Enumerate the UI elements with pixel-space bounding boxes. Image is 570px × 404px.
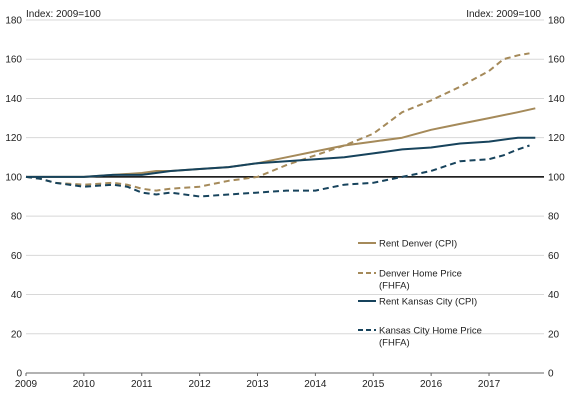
left-tick-label: 20 [11, 329, 23, 340]
right-tick-label: 100 [548, 172, 565, 183]
right-tick-label: 180 [548, 16, 565, 27]
right-axis-label: Index: 2009=100 [466, 9, 541, 20]
left-tick-label: 120 [5, 133, 22, 144]
series-line-2 [26, 136, 536, 178]
right-tick-label: 60 [548, 251, 560, 262]
left-tick-label: 40 [11, 290, 23, 301]
x-tick-label: 2014 [304, 379, 327, 390]
series-line-3 [25, 144, 530, 198]
left-tick-label: 100 [5, 172, 22, 183]
legend-label: Denver Home Price [379, 269, 462, 280]
x-tick-label: 2013 [246, 379, 269, 390]
left-axis-label: Index: 2009=100 [26, 9, 101, 20]
grid-lines [26, 19, 544, 335]
x-tick-label: 2011 [131, 379, 153, 390]
legend-label: Rent Kansas City (CPI) [379, 297, 477, 308]
series-line-1 [25, 52, 530, 192]
legend-label: (FHFA) [379, 281, 410, 292]
x-tick-label: 2010 [73, 379, 96, 390]
x-axis-ticks: 2009 2010 2011 2012 2013 2014 2015 2016 2017 [15, 373, 501, 390]
legend-label: (FHFA) [379, 338, 410, 349]
left-tick-label: 160 [5, 55, 22, 66]
legend: Rent Denver (CPI)Denver Home Price(FHFA)… [358, 239, 482, 349]
right-tick-label: 20 [548, 329, 560, 340]
right-y-axis-ticks: 0 20 40 60 80 100 120 140 160 180 [548, 16, 565, 380]
left-tick-label: 80 [11, 212, 23, 223]
right-tick-label: 40 [548, 290, 560, 301]
right-tick-label: 120 [548, 133, 565, 144]
x-tick-label: 2009 [15, 379, 38, 390]
left-tick-label: 180 [5, 16, 22, 27]
legend-label: Rent Denver (CPI) [379, 239, 457, 250]
x-tick-label: 2012 [189, 379, 212, 390]
x-tick-label: 2016 [420, 379, 443, 390]
left-tick-label: 60 [11, 251, 23, 262]
left-tick-label: 0 [16, 369, 22, 380]
right-tick-label: 0 [548, 369, 554, 380]
right-tick-label: 160 [548, 55, 565, 66]
right-tick-label: 140 [548, 94, 565, 105]
x-tick-label: 2017 [478, 379, 501, 390]
left-y-axis-ticks: 0 20 40 60 80 100 120 140 160 180 [5, 16, 22, 380]
series-line-0 [26, 107, 536, 178]
left-tick-label: 140 [5, 94, 22, 105]
series-lines [25, 52, 536, 198]
right-tick-label: 80 [548, 212, 560, 223]
x-tick-label: 2015 [362, 379, 385, 390]
legend-label: Kansas City Home Price [379, 326, 482, 337]
